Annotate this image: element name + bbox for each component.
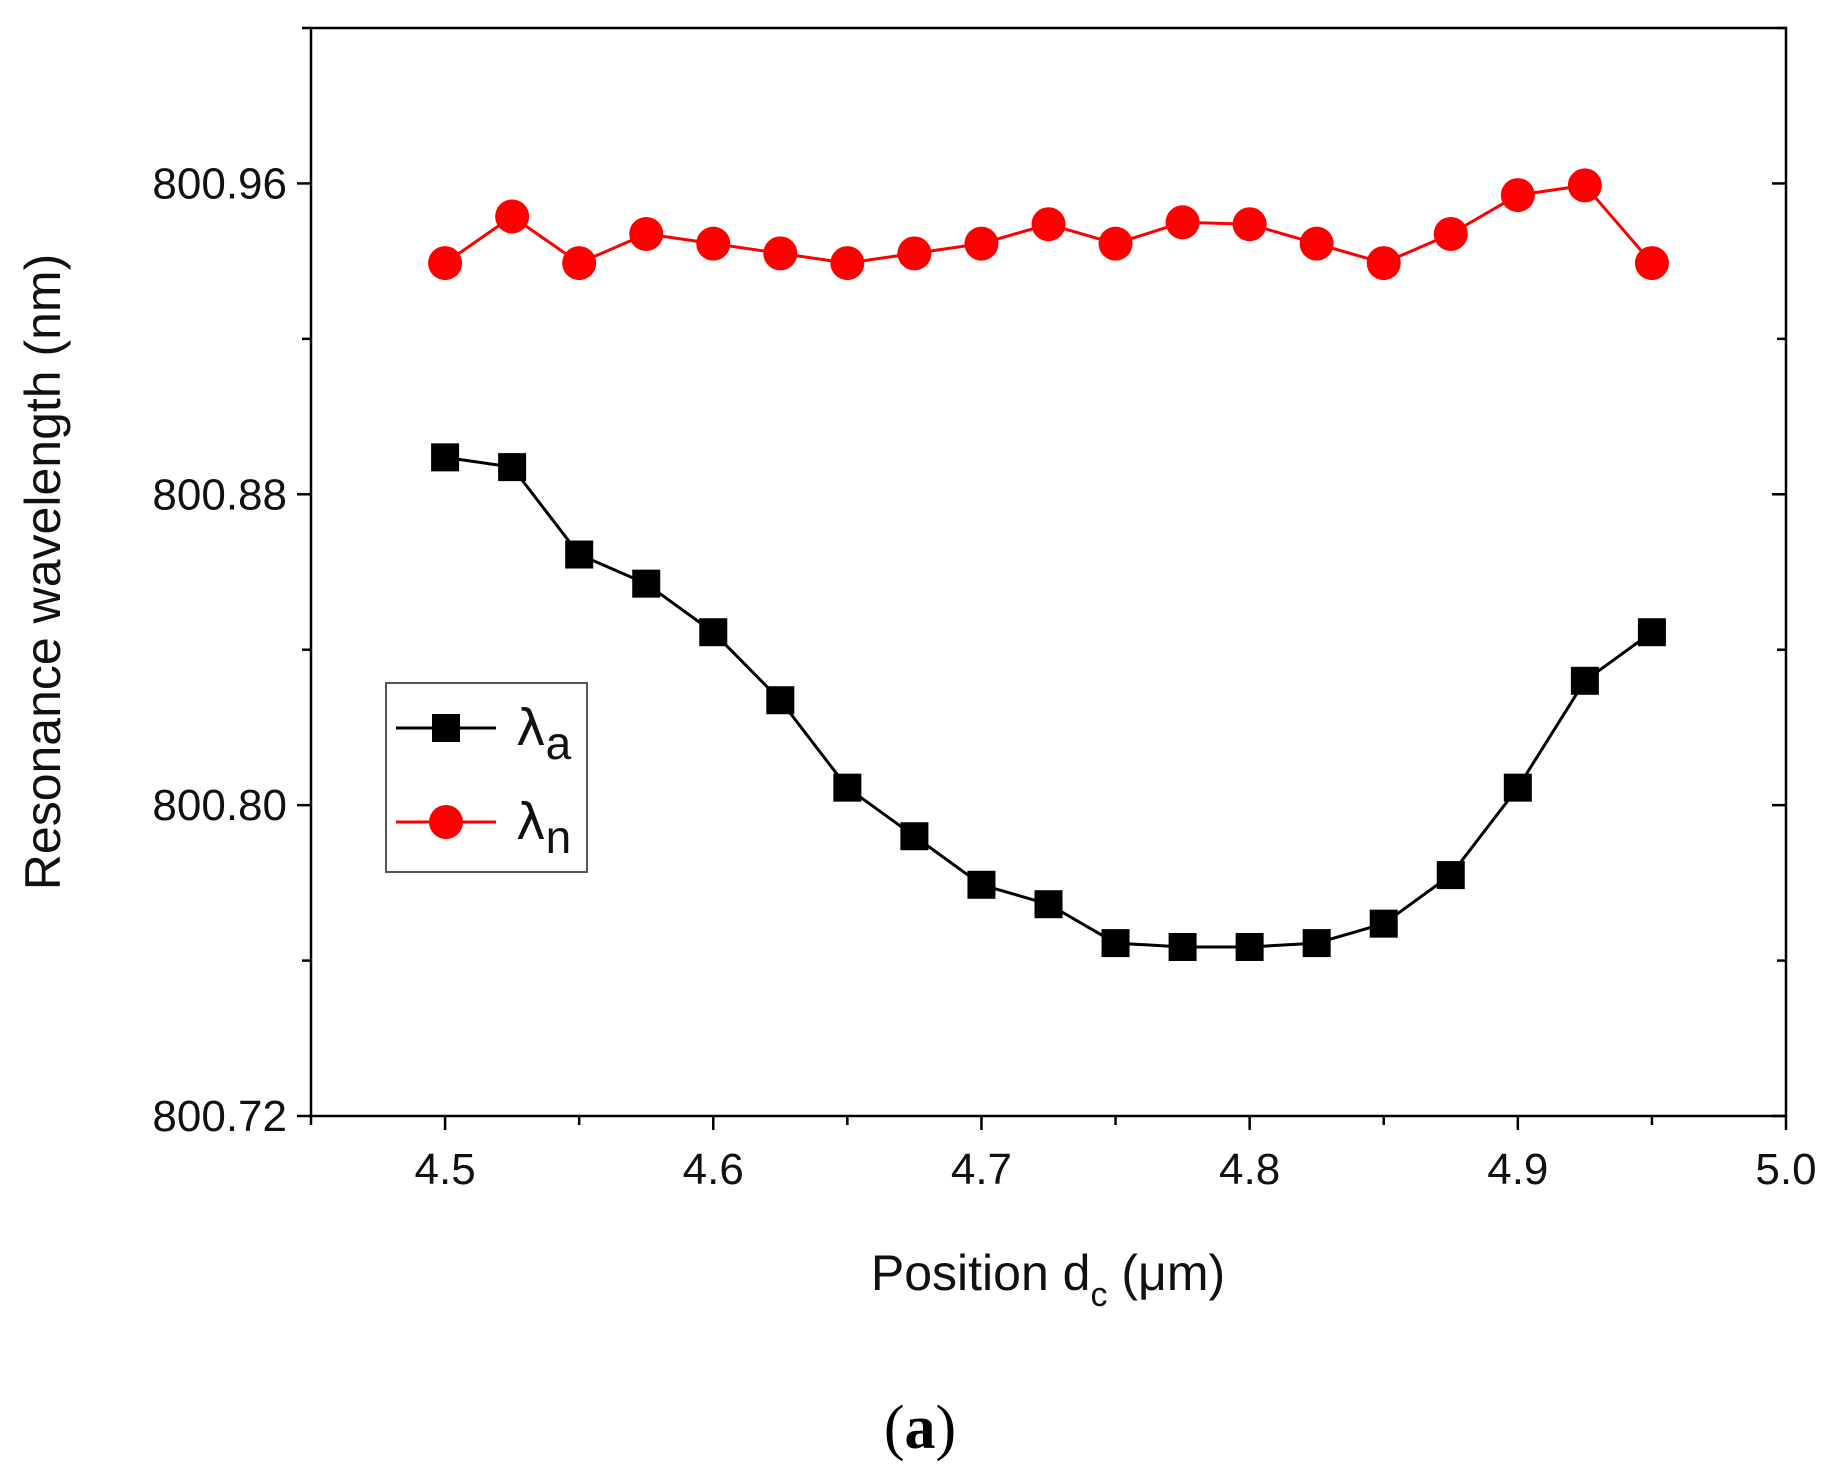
- data-point-a: [1034, 890, 1063, 919]
- x-tick-label: 4.5: [415, 1145, 476, 1194]
- data-point-n: [1232, 207, 1267, 242]
- legend-entry-a: λa: [396, 699, 572, 769]
- data-point-a: [1101, 929, 1130, 958]
- x-axis: 4.5 4.6 4.7 4.8 4.9 5.0: [309, 1116, 1817, 1194]
- series-line-a: [444, 455, 1653, 949]
- data-point-n: [1634, 246, 1669, 281]
- legend-label-n: λn: [516, 793, 571, 863]
- data-point-n: [562, 246, 597, 281]
- y-tick-label: 800.72: [152, 1092, 287, 1141]
- series-layer: [428, 168, 1669, 961]
- legend-marker-a: [432, 714, 460, 742]
- x-tick-label: 4.8: [1219, 1145, 1280, 1194]
- x-tick-label: 4.7: [951, 1145, 1012, 1194]
- data-point-a: [1436, 861, 1465, 890]
- data-point-n: [1567, 168, 1602, 203]
- x-tick-label: 5.0: [1755, 1145, 1816, 1194]
- legend-box: [385, 682, 588, 873]
- y-axis-label: Resonance wavelength (nm): [15, 254, 71, 890]
- legend-label-a: λa: [516, 699, 572, 769]
- data-point-a: [565, 540, 594, 569]
- data-point-a: [1570, 666, 1599, 695]
- data-point-n: [1165, 205, 1200, 240]
- legend-marker-n: [429, 805, 463, 839]
- data-point-a: [833, 773, 862, 802]
- data-point-n: [763, 236, 798, 271]
- x-axis-label: Position dc (μm): [871, 1245, 1225, 1314]
- data-point-a: [1235, 932, 1264, 961]
- data-point-a: [699, 618, 728, 647]
- data-point-n: [964, 226, 999, 261]
- x-axis-label-sub: c: [1090, 1276, 1107, 1314]
- legend: λa λn: [385, 682, 588, 873]
- x-axis-label-main: Position d: [871, 1245, 1091, 1301]
- legend-entry-n: λn: [396, 793, 571, 863]
- data-point-n: [897, 236, 932, 271]
- figure-caption: (a): [884, 1394, 956, 1462]
- series-a: [431, 443, 1666, 961]
- data-point-n: [629, 216, 664, 251]
- y-tick-label: 800.80: [152, 781, 287, 830]
- data-point-n: [830, 246, 865, 281]
- data-point-n: [428, 246, 463, 281]
- y-tick-label: 800.88: [152, 470, 287, 519]
- data-point-a: [1302, 929, 1331, 958]
- data-point-n: [1500, 178, 1535, 213]
- data-point-a: [1637, 618, 1666, 647]
- x-tick-label: 4.9: [1487, 1145, 1548, 1194]
- x-axis-label-unit: (μm): [1107, 1245, 1225, 1301]
- data-point-a: [1369, 909, 1398, 938]
- data-point-a: [1168, 932, 1197, 961]
- data-point-a: [632, 569, 661, 598]
- plot-frame: [309, 26, 1788, 1118]
- data-point-n: [1366, 246, 1401, 281]
- data-point-a: [1503, 773, 1532, 802]
- data-point-a: [900, 822, 929, 851]
- data-point-n: [1098, 226, 1133, 261]
- data-point-a: [766, 686, 795, 715]
- y-axis: 800.72 800.80 800.88 800.96: [152, 26, 1786, 1141]
- series-n: [428, 168, 1669, 281]
- data-point-n: [1433, 216, 1468, 251]
- data-point-n: [1299, 226, 1334, 261]
- data-point-a: [967, 870, 996, 899]
- y-tick-label: 800.96: [152, 159, 287, 208]
- x-tick-label: 4.6: [683, 1145, 744, 1194]
- data-point-n: [495, 199, 530, 234]
- data-point-a: [431, 443, 460, 472]
- data-point-a: [498, 453, 527, 482]
- data-point-n: [1031, 207, 1066, 242]
- data-point-n: [696, 226, 731, 261]
